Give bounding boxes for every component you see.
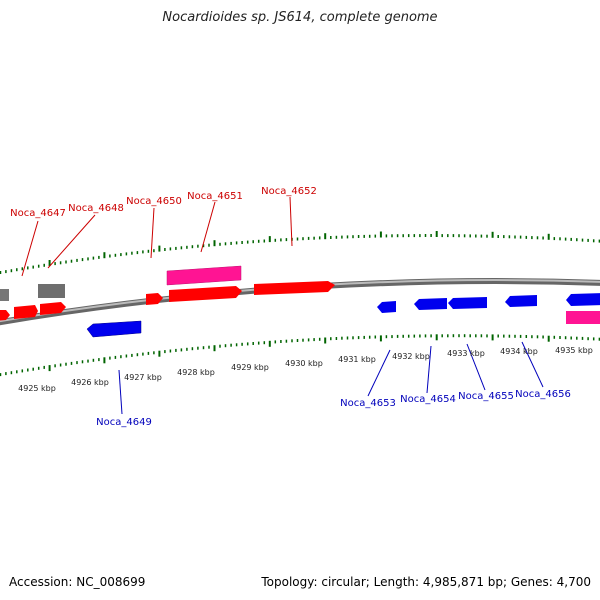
gene-label-noca-4656[interactable]: Noca_4656 xyxy=(515,389,571,400)
scale-label: 4933 kbp xyxy=(447,349,485,358)
gene-noca-4653[interactable] xyxy=(377,301,396,313)
gene-noca-4655[interactable] xyxy=(448,297,487,309)
gene-forward-2[interactable] xyxy=(14,305,38,319)
scale-label: 4926 kbp xyxy=(71,378,109,387)
gene-noca-4649[interactable] xyxy=(86,320,142,338)
gene-label-noca-4650[interactable]: Noca_4650 xyxy=(126,196,182,207)
gene-noca-4648[interactable] xyxy=(40,302,66,315)
gene-label-noca-4655[interactable]: Noca_4655 xyxy=(458,391,514,402)
scale-label: 4929 kbp xyxy=(231,363,269,372)
scale-label: 4931 kbp xyxy=(338,355,376,364)
gene-label-noca-4652[interactable]: Noca_4652 xyxy=(261,186,317,197)
scale-label: 4935 kbp xyxy=(555,346,593,355)
gene-noca-4654[interactable] xyxy=(414,298,447,310)
gene-label-noca-4648[interactable]: Noca_4648 xyxy=(68,203,124,214)
gene-noca-4652[interactable] xyxy=(254,281,335,295)
accession-text: Accession: NC_008699 xyxy=(9,575,146,589)
scale-labels: 4925 kbp 4926 kbp 4927 kbp 4928 kbp 4929… xyxy=(18,346,593,393)
forward-leaders xyxy=(21,196,293,277)
gene-noca-4651[interactable] xyxy=(166,265,242,286)
gene-gray-1[interactable] xyxy=(0,289,9,301)
scale-label: 4934 kbp xyxy=(500,347,538,356)
gene-forward-1[interactable] xyxy=(0,310,10,321)
map-title: Nocardioides sp. JS614, complete genome xyxy=(162,10,438,25)
genome-stats-text: Topology: circular; Length: 4,985,871 bp… xyxy=(261,575,591,589)
gene-label-noca-4651[interactable]: Noca_4651 xyxy=(187,191,243,202)
inner-tick-row xyxy=(0,334,600,377)
gene-label-noca-4649[interactable]: Noca_4649 xyxy=(96,417,152,428)
gene-reverse-right[interactable] xyxy=(566,293,600,306)
scale-label: 4930 kbp xyxy=(285,359,323,368)
reverse-leaders xyxy=(118,341,544,415)
gene-label-noca-4647[interactable]: Noca_4647 xyxy=(10,208,66,219)
gene-label-noca-4654[interactable]: Noca_4654 xyxy=(400,394,456,405)
gene-label-noca-4653[interactable]: Noca_4653 xyxy=(340,398,396,409)
outer-tick-row xyxy=(0,231,600,274)
gene-noca-4652a[interactable] xyxy=(169,286,242,302)
scale-label: 4928 kbp xyxy=(177,368,215,377)
scale-label: 4932 kbp xyxy=(392,352,430,361)
gene-noca-4650[interactable] xyxy=(146,293,163,305)
scale-label: 4925 kbp xyxy=(18,384,56,393)
gene-noca-4656[interactable] xyxy=(505,295,537,307)
gene-pink-right[interactable] xyxy=(566,311,600,324)
gene-gray-2[interactable] xyxy=(38,284,65,298)
scale-label: 4927 kbp xyxy=(124,373,162,382)
